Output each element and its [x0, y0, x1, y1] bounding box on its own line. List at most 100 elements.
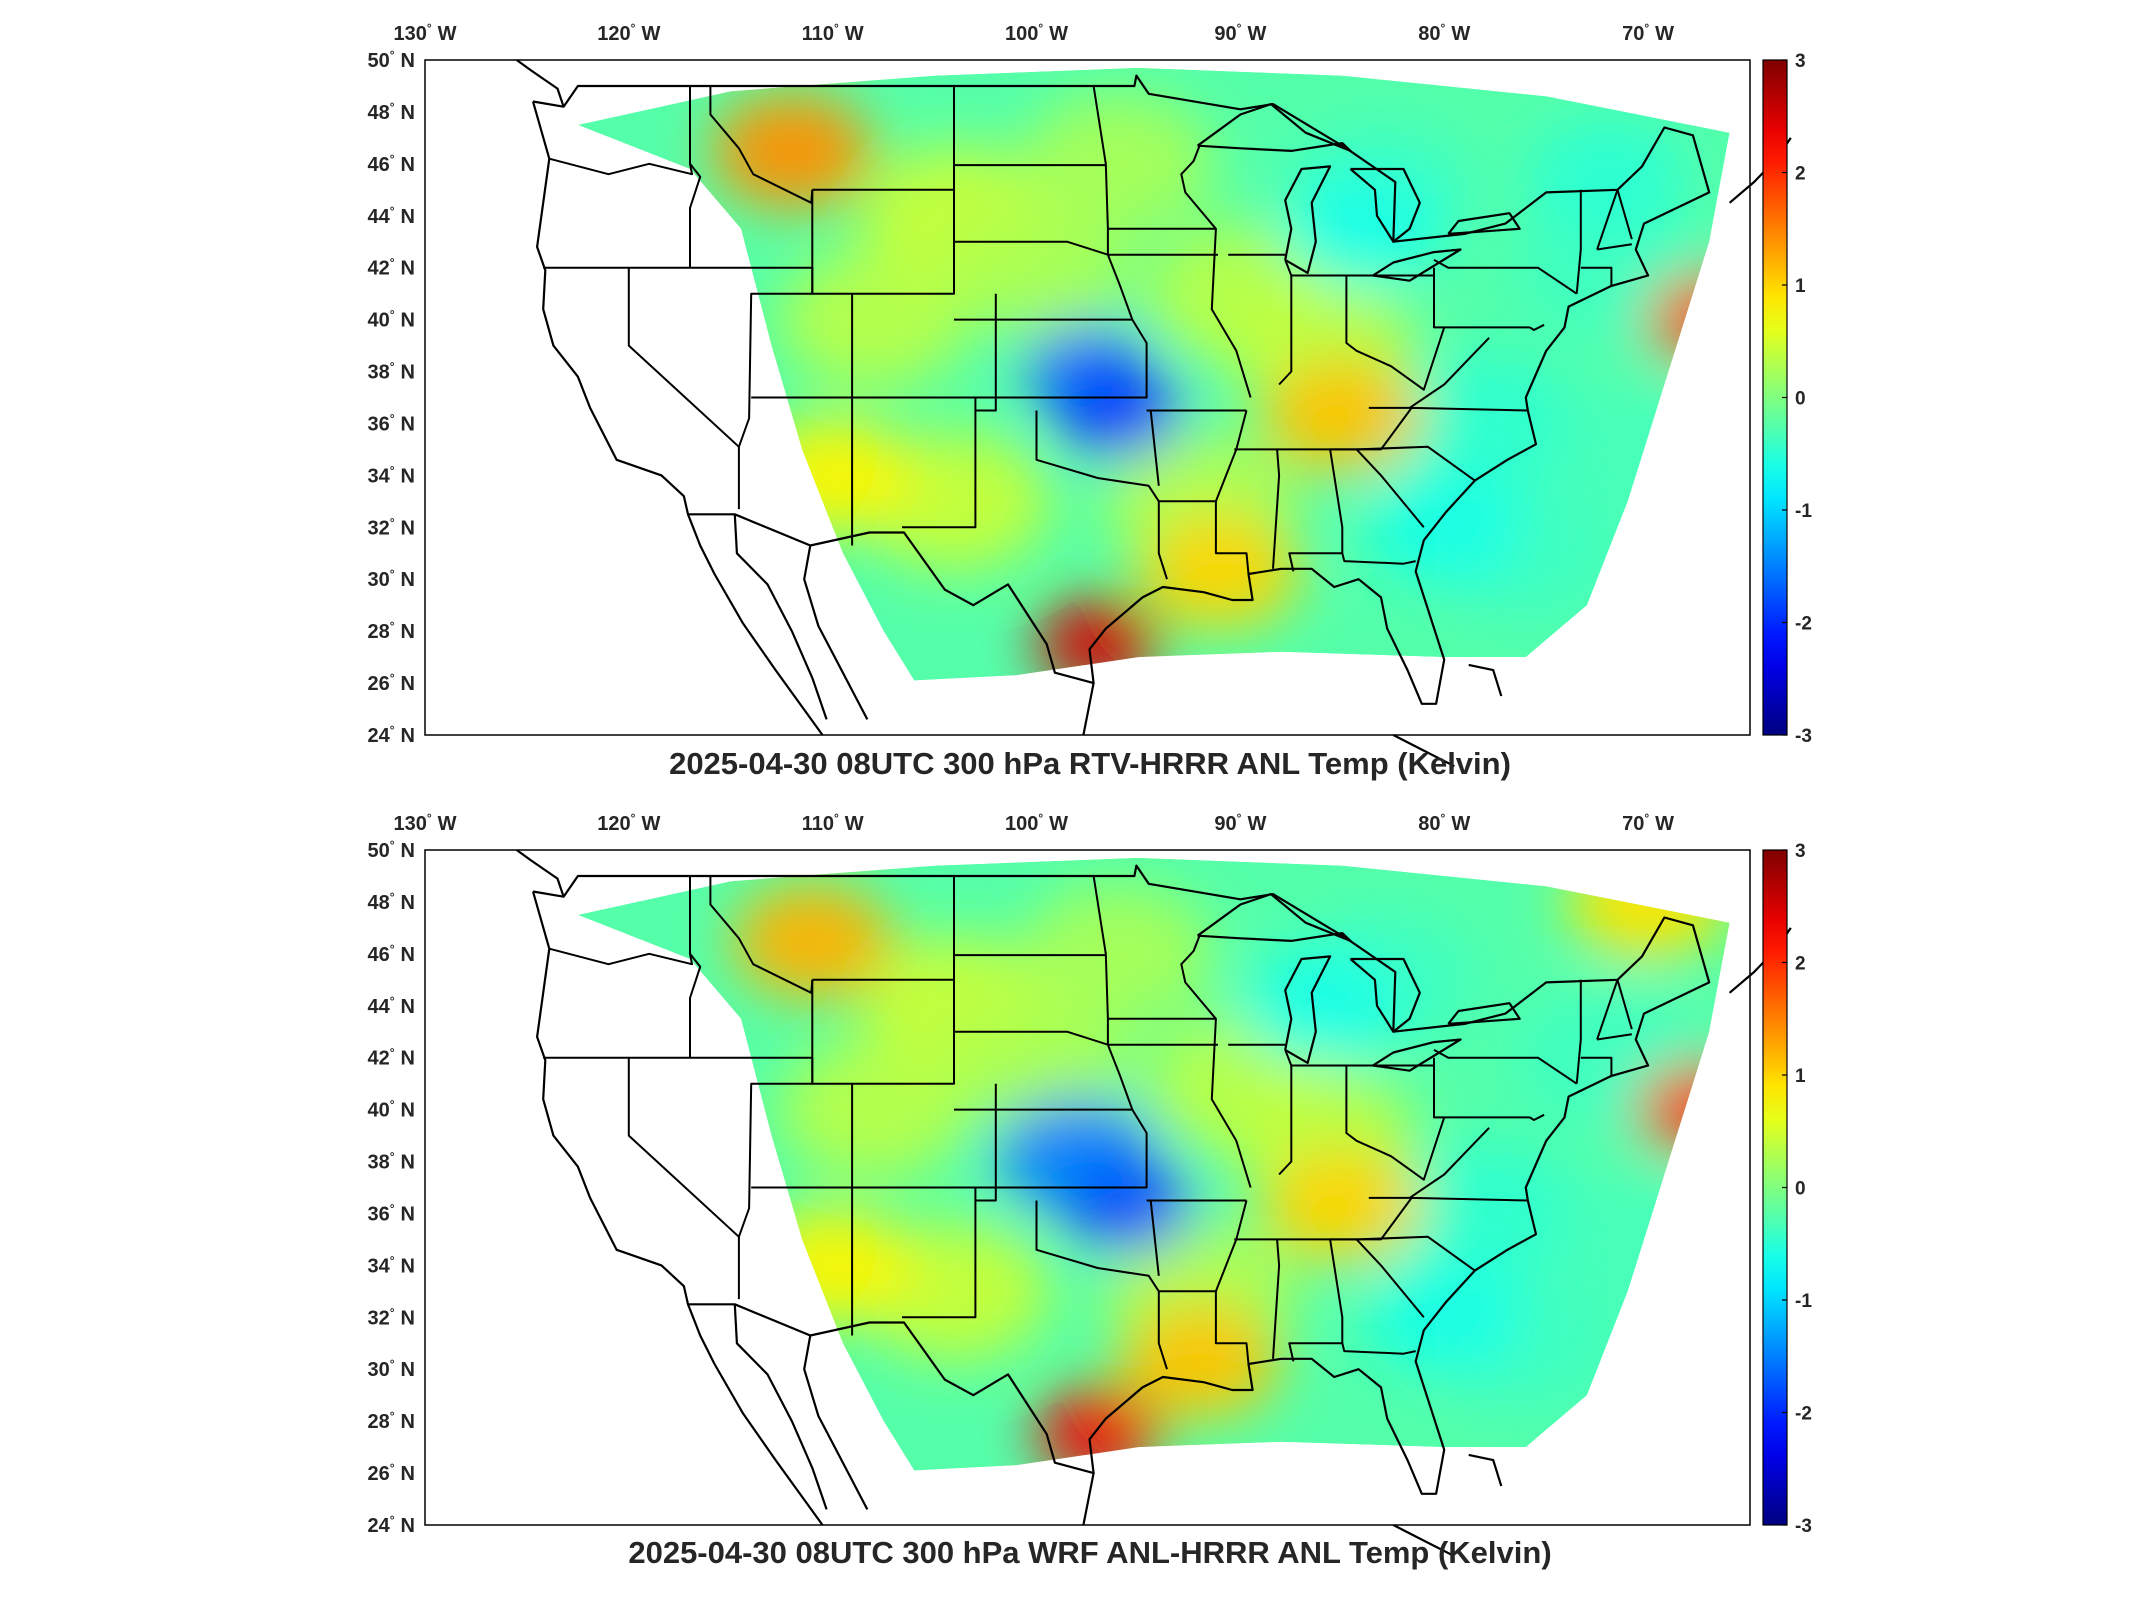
map-boundaries: [516, 849, 1792, 1558]
lat-tick-label: 38° N: [367, 360, 415, 384]
colorbar-tick-label: -3: [1795, 1516, 1812, 1537]
coastline: [803, 545, 869, 720]
coastline: [803, 1335, 869, 1510]
state-border: [975, 1083, 997, 1202]
state-border: [1345, 1065, 1446, 1181]
state-border: [975, 293, 997, 412]
state-border: [627, 1057, 740, 1300]
state-border: [902, 1187, 977, 1319]
anomaly-9: [1282, 170, 1443, 287]
state-border: [1575, 189, 1582, 294]
state-border: [1368, 337, 1490, 409]
state-border: [1149, 1200, 1160, 1276]
coastline: [686, 1303, 824, 1526]
anomaly-2: [1056, 364, 1181, 457]
us-outline: [531, 74, 1711, 705]
state-border: [1368, 1127, 1490, 1199]
coastline: [1468, 1453, 1503, 1487]
us-outline: [531, 864, 1711, 1495]
colorbar-tick-label: 1: [1795, 276, 1806, 297]
state-border: [995, 1109, 1148, 1189]
colorbar-tick-label: 2: [1795, 164, 1806, 185]
lon-tick-label: 110° W: [802, 811, 864, 835]
colorbar-tick-label: 2: [1795, 954, 1806, 975]
top-panel: 130° W 120° W 110° W 100° W 90° W 80° W 70° W 50° N 48° N…: [367, 21, 1812, 781]
lat-tick-label: 38° N: [367, 1150, 415, 1174]
great-lake: [1372, 1038, 1462, 1072]
bottom-map-plot: 130° W 120° W 110° W 100° W 90° W 80° W 70° W 50° N 48° N…: [367, 811, 1812, 1558]
coastline: [1468, 663, 1503, 697]
state-border: [1596, 243, 1632, 251]
state-border: [1596, 979, 1619, 1040]
lat-tick-label: 48° N: [367, 100, 415, 124]
great-lake: [1196, 893, 1352, 942]
lat-tick-label: 50° N: [367, 48, 415, 72]
state-border: [690, 266, 814, 448]
state-border: [902, 397, 977, 529]
lat-tick-label: 40° N: [367, 1098, 415, 1122]
state-border: [1580, 266, 1613, 286]
state-border: [1284, 259, 1293, 276]
state-border: [1433, 1049, 1578, 1085]
lat-tick-label: 40° N: [367, 308, 415, 332]
lat-tick-label: 36° N: [367, 411, 415, 435]
coastline: [1082, 1472, 1095, 1526]
colorbar-tick-label: -1: [1795, 501, 1812, 522]
bottom-panel: 130° W 120° W 110° W 100° W 90° W 80° W 70° W 50° N 48° N…: [0, 790, 2133, 1590]
anomaly-7: [1262, 1147, 1423, 1264]
state-border: [549, 876, 693, 966]
state-border: [1092, 875, 1134, 1110]
state-border: [1341, 1343, 1416, 1355]
state-border: [1149, 410, 1160, 486]
state-border: [1278, 275, 1293, 386]
lat-tick-label: 48° N: [367, 890, 415, 914]
lon-tick-label: 70° W: [1622, 21, 1674, 45]
anomaly-6: [1140, 513, 1300, 630]
state-border: [1616, 979, 1633, 1030]
state-border: [1035, 1200, 1168, 1370]
lon-tick-label: 130° W: [393, 21, 456, 45]
lat-tick-label: 28° N: [367, 1409, 415, 1433]
colorbar-tick-label: 3: [1795, 841, 1806, 862]
lon-tick-label: 70° W: [1622, 811, 1674, 835]
anomaly-11: [1364, 469, 1525, 586]
state-border: [1330, 1238, 1425, 1318]
coastline: [733, 514, 828, 720]
lat-tick-label: 50° N: [367, 838, 415, 862]
state-border: [690, 1056, 814, 1238]
state-border: [1278, 1065, 1293, 1176]
state-border: [1035, 410, 1168, 580]
state-border: [1330, 448, 1425, 528]
lon-tick-label: 100° W: [1005, 811, 1068, 835]
state-border: [1092, 85, 1134, 320]
anomaly-4: [711, 92, 872, 209]
lat-tick-label: 46° N: [367, 942, 415, 966]
lon-tick-label: 80° W: [1418, 21, 1470, 45]
coastline: [516, 59, 565, 108]
state-border: [1356, 445, 1476, 482]
lat-tick-label: 30° N: [367, 1357, 415, 1381]
state-border: [1158, 500, 1250, 575]
coastline: [1082, 682, 1095, 736]
great-lake: [1349, 957, 1421, 1033]
state-border: [549, 86, 693, 176]
state-border: [709, 876, 814, 994]
colorbar-tick-label: 0: [1795, 1179, 1806, 1200]
lat-tick-label: 30° N: [367, 567, 415, 591]
great-lake: [1284, 955, 1332, 1064]
lat-tick-label: 24° N: [367, 1513, 415, 1537]
lat-tick-label: 28° N: [367, 619, 415, 643]
anomaly-10: [1241, 947, 1402, 1064]
great-lake: [1284, 165, 1332, 274]
lon-tick-label: 80° W: [1418, 811, 1470, 835]
anomaly-11: [1364, 1259, 1525, 1376]
state-border: [1180, 145, 1217, 230]
state-border: [1433, 267, 1530, 329]
lon-tick-label: 90° W: [1214, 21, 1266, 45]
lat-tick-label: 44° N: [367, 994, 415, 1018]
state-border: [709, 86, 814, 204]
colorbar-tick-label: 1: [1795, 1066, 1806, 1087]
colorbar-tick-label: 0: [1795, 389, 1806, 410]
lat-tick-label: 34° N: [367, 1253, 415, 1277]
state-border: [1356, 1235, 1476, 1272]
